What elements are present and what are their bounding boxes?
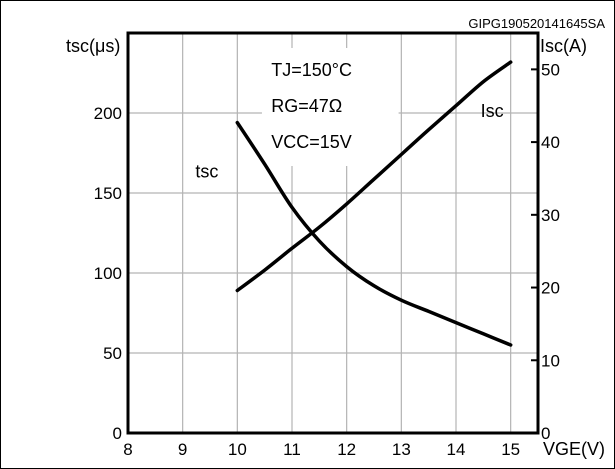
series-line-Isc xyxy=(235,60,513,293)
series-lines xyxy=(235,60,513,347)
x-tick-label: 15 xyxy=(501,440,520,459)
right-tick-labels: 0 10 20 30 40 50 xyxy=(541,60,560,443)
x-tick-labels: 8 9 10 11 12 13 14 15 xyxy=(123,440,520,459)
series-label-tsc: tsc xyxy=(195,162,218,182)
x-tick-label: 12 xyxy=(337,440,356,459)
x-axis-title: VGE(V) xyxy=(543,439,605,459)
left-tick-label: 150 xyxy=(94,184,122,203)
condition-line: RG=47Ω xyxy=(271,96,342,116)
left-tick-labels: 0 50 100 150 200 xyxy=(94,104,122,443)
conditions-annotations: TJ=150°C RG=47Ω VCC=15V xyxy=(271,60,352,152)
right-tick-label: 40 xyxy=(541,133,560,152)
right-axis-title: Isc(A) xyxy=(540,36,587,56)
right-tick-label: 30 xyxy=(541,206,560,225)
right-tick-label: 0 xyxy=(541,424,550,443)
series-label-isc: Isc xyxy=(481,101,504,121)
x-tick-label: 14 xyxy=(447,440,466,459)
left-tick-label: 100 xyxy=(94,264,122,283)
condition-line: VCC=15V xyxy=(271,132,352,152)
x-tick-label: 8 xyxy=(123,440,132,459)
right-tick-label: 20 xyxy=(541,279,560,298)
x-tick-label: 9 xyxy=(178,440,187,459)
left-tick-label: 50 xyxy=(103,344,122,363)
left-tick-label: 0 xyxy=(113,424,122,443)
condition-line: TJ=150°C xyxy=(271,60,352,80)
x-tick-label: 13 xyxy=(392,440,411,459)
left-axis-title: tsc(μs) xyxy=(66,36,120,56)
right-tick-marks xyxy=(531,68,538,362)
left-tick-label: 200 xyxy=(94,104,122,123)
series-line-tsc xyxy=(235,120,513,347)
right-tick-label: 10 xyxy=(541,351,560,370)
grid xyxy=(128,33,538,433)
right-tick-label: 50 xyxy=(541,60,560,79)
plot-area-frame xyxy=(126,31,540,435)
x-tick-label: 10 xyxy=(228,440,247,459)
x-tick-label: 11 xyxy=(283,440,301,459)
conditions-box xyxy=(261,48,399,166)
figure-code: GIPG190520141645SA xyxy=(468,16,605,31)
